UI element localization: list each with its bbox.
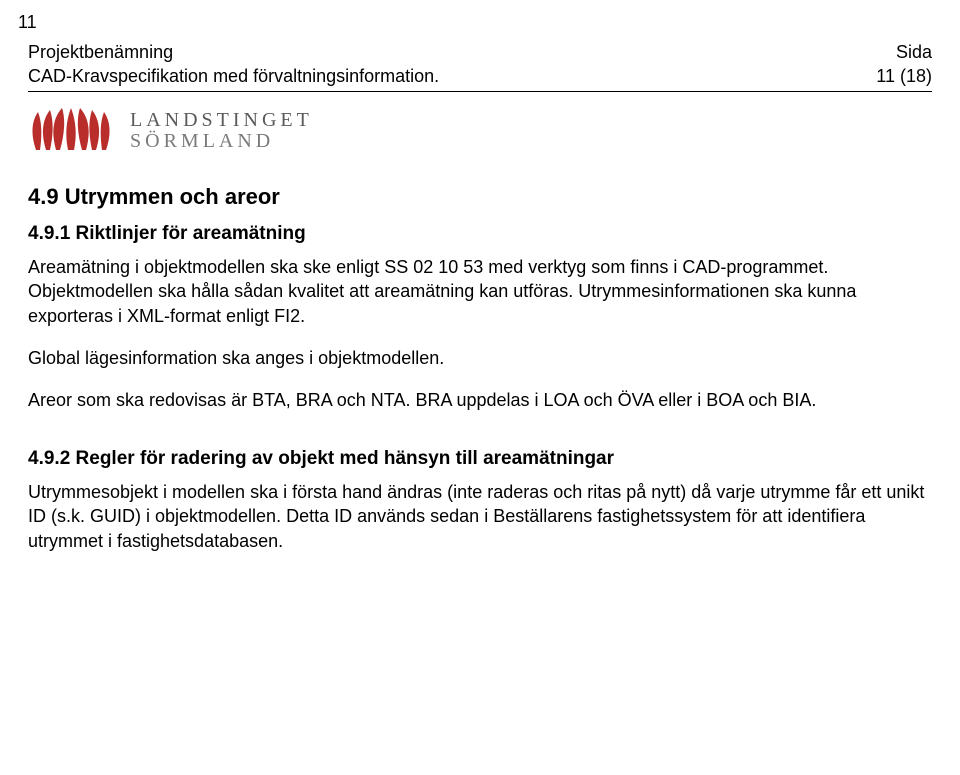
logo-text-line2: SÖRMLAND xyxy=(130,131,313,152)
header-right-value: 11 (18) xyxy=(876,64,932,88)
logo-block: LANDSTINGET SÖRMLAND xyxy=(28,106,932,156)
heading-4-9: 4.9 Utrymmen och areor xyxy=(28,182,932,212)
header-left-value: CAD-Kravspecifikation med förvaltningsin… xyxy=(28,64,439,88)
header-row-labels: Projektbenämning Sida xyxy=(28,40,932,64)
header-underline xyxy=(28,91,932,92)
logo-text-line1: LANDSTINGET xyxy=(130,110,313,131)
lotus-logo-icon xyxy=(28,106,114,156)
paragraph: Areamätning i objektmodellen ska ske enl… xyxy=(28,255,932,328)
paragraph: Utrymmesobjekt i modellen ska i första h… xyxy=(28,480,932,553)
heading-4-9-1: 4.9.1 Riktlinjer för areamätning xyxy=(28,221,932,247)
paragraph: Areor som ska redovisas är BTA, BRA och … xyxy=(28,388,932,412)
header-block: Projektbenämning Sida CAD-Kravspecifikat… xyxy=(28,40,932,92)
page-corner-number: 11 xyxy=(18,10,37,34)
header-right-label: Sida xyxy=(896,40,932,64)
logo-text: LANDSTINGET SÖRMLAND xyxy=(130,110,313,152)
heading-4-9-2: 4.9.2 Regler för radering av objekt med … xyxy=(28,446,932,472)
header-row-values: CAD-Kravspecifikation med förvaltningsin… xyxy=(28,64,932,88)
section-4-9: 4.9 Utrymmen och areor 4.9.1 Riktlinjer … xyxy=(28,182,932,553)
header-left-label: Projektbenämning xyxy=(28,40,173,64)
paragraph: Global lägesinformation ska anges i obje… xyxy=(28,346,932,370)
document-page: 11 Projektbenämning Sida CAD-Kravspecifi… xyxy=(0,0,960,775)
